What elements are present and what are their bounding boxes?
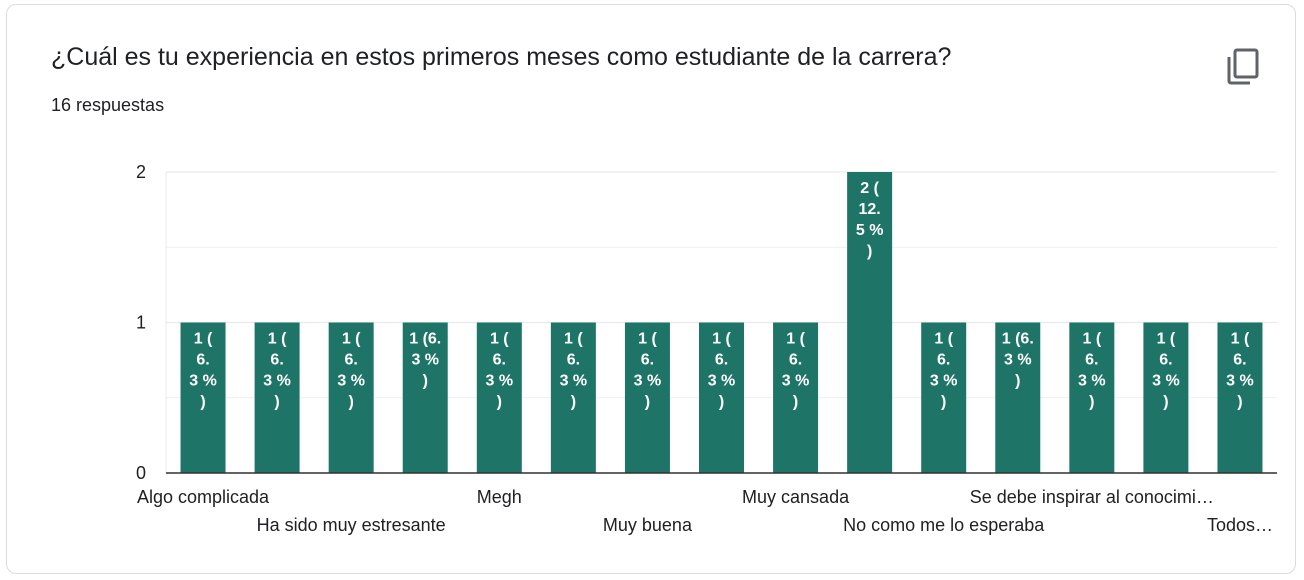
- bar-data-label: 3 %: [930, 373, 958, 390]
- bar-data-label: 3 %: [634, 373, 662, 390]
- bar-data-label: 3 %: [411, 352, 439, 369]
- bar-data-label: 1 (: [712, 331, 731, 348]
- bar-data-label: ): [941, 394, 946, 411]
- bar: [921, 322, 967, 473]
- copy-chart-button[interactable]: [1219, 43, 1265, 89]
- bar-data-label: 6.: [715, 352, 728, 369]
- bar-data-label: 6.: [1159, 352, 1172, 369]
- bar-data-label: 1 (: [194, 331, 213, 348]
- bar-data-label: 1 (6.: [1002, 331, 1034, 348]
- bar-data-label: 3 %: [1226, 373, 1254, 390]
- bar: [254, 322, 300, 473]
- bar-data-label: 12.: [859, 201, 881, 218]
- bar-data-label: 6.: [1233, 352, 1246, 369]
- y-tick-label: 2: [136, 162, 146, 182]
- bar-data-label: 3 %: [1152, 373, 1180, 390]
- bar-data-label: 3 %: [708, 373, 736, 390]
- bar-data-label: 3 %: [1004, 352, 1032, 369]
- bar-data-label: 3 %: [189, 373, 217, 390]
- bar-data-label: 6.: [789, 352, 802, 369]
- x-category-label: Megh: [477, 487, 522, 507]
- bar-data-label: 1 (: [934, 331, 953, 348]
- bar-data-label: 6.: [1085, 352, 1098, 369]
- bar-data-label: ): [1163, 394, 1168, 411]
- bar-data-label: 1 (: [342, 331, 361, 348]
- bar-data-label: ): [1089, 394, 1094, 411]
- x-category-label: Muy cansada: [742, 487, 850, 507]
- bar-data-label: ): [867, 243, 872, 260]
- bar-data-label: ): [793, 394, 798, 411]
- x-category-label: No como me lo esperaba: [843, 515, 1045, 535]
- bar: [550, 322, 596, 473]
- bar-data-label: 6.: [937, 352, 950, 369]
- bar-data-label: ): [719, 394, 724, 411]
- bar-data-label: 3 %: [486, 373, 514, 390]
- bar-data-label: 3 %: [1078, 373, 1106, 390]
- bar: [624, 322, 670, 473]
- bar-data-label: ): [200, 394, 205, 411]
- bar: [1217, 322, 1263, 473]
- bar-data-label: ): [571, 394, 576, 411]
- x-category-label: Ha sido muy estresante: [257, 515, 446, 535]
- bar-data-label: ): [423, 373, 428, 390]
- bar-data-label: 1 (: [1082, 331, 1101, 348]
- bar-data-label: ): [274, 394, 279, 411]
- bar-data-label: 6.: [196, 352, 209, 369]
- bar: [402, 322, 448, 473]
- bar-data-label: 1 (: [786, 331, 805, 348]
- bar: [180, 322, 226, 473]
- y-tick-label: 0: [136, 463, 146, 483]
- bar-data-label: 1 (: [564, 331, 583, 348]
- bar-data-label: ): [497, 394, 502, 411]
- bar-data-label: 1 (: [1157, 331, 1176, 348]
- bar-data-label: 1 (6.: [409, 331, 441, 348]
- x-category-label: Algo complicada: [137, 487, 270, 507]
- bar: [476, 322, 522, 473]
- bar-data-label: 6.: [567, 352, 580, 369]
- bar: [995, 322, 1041, 473]
- bar-data-label: 1 (: [490, 331, 509, 348]
- bar-data-label: 1 (: [1231, 331, 1250, 348]
- x-category-label: Se debe inspirar al conocimi…: [970, 487, 1214, 507]
- response-count: 16 respuestas: [51, 95, 165, 115]
- bar: [847, 172, 893, 473]
- bar-data-label: 6.: [344, 352, 357, 369]
- bar-data-label: 3 %: [560, 373, 588, 390]
- bar-data-label: ): [1237, 394, 1242, 411]
- bar-data-label: 2 (: [860, 180, 879, 197]
- bar: [773, 322, 819, 473]
- copy-icon: [1227, 48, 1259, 85]
- bar-data-label: 3 %: [263, 373, 291, 390]
- bar-data-label: 6.: [641, 352, 654, 369]
- bar: [699, 322, 744, 473]
- bar-data-label: 6.: [270, 352, 283, 369]
- bar-data-label: 6.: [493, 352, 506, 369]
- x-category-label: Muy buena: [603, 515, 693, 535]
- bar-data-label: 1 (: [638, 331, 657, 348]
- bar-data-label: 5 %: [856, 222, 884, 239]
- bar-data-label: 1 (: [268, 331, 287, 348]
- bar-data-label: ): [349, 394, 354, 411]
- bar: [328, 322, 374, 473]
- bar: [1143, 322, 1189, 473]
- y-tick-label: 1: [136, 313, 146, 333]
- bar: [1069, 322, 1115, 473]
- bar-data-label: ): [1015, 373, 1020, 390]
- bar-data-label: ): [645, 394, 650, 411]
- x-category-label: Todos…: [1207, 515, 1273, 535]
- question-title: ¿Cuál es tu experiencia en estos primero…: [51, 43, 952, 71]
- bar-data-label: 3 %: [337, 373, 365, 390]
- chart-card: ¿Cuál es tu experiencia en estos primero…: [6, 4, 1296, 574]
- bar-data-label: 3 %: [782, 373, 810, 390]
